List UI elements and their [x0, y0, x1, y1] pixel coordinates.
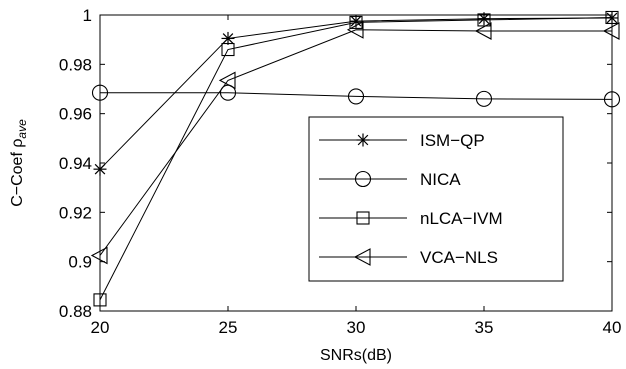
series-line: [100, 92, 613, 100]
x-axis-ticks: 20 25 30 35 40: [91, 15, 622, 337]
x-tick-label: 40: [603, 318, 622, 337]
legend-items: ISM−QP NICA nLCA−IVM VCA−NLS: [319, 131, 503, 267]
data-point: [221, 31, 235, 45]
y-tick-label: 0.9: [68, 253, 92, 272]
y-tick-label: 0.94: [59, 154, 92, 173]
legend-label: ISM−QP: [420, 131, 485, 150]
data-point: [93, 293, 107, 307]
data-point: [346, 20, 364, 39]
legend-label: VCA−NLS: [420, 248, 498, 267]
legend-item: ISM−QP: [319, 131, 485, 150]
data-point: [218, 71, 236, 90]
legend-marker: [356, 211, 370, 225]
data-point: [221, 42, 235, 57]
y-tick-label: 0.88: [59, 302, 92, 321]
data-point: [477, 13, 491, 27]
y-axis-label: C−Coef ρave: [9, 119, 29, 207]
data-point: [605, 10, 619, 25]
series-3: [90, 20, 620, 265]
legend-label: NICA: [420, 170, 461, 189]
y-axis-label-subscript: ave: [15, 119, 29, 139]
y-axis-ticks: 0.88 0.9 0.92 0.94 0.96 0.98 1: [59, 6, 612, 321]
legend-item: nLCA−IVM: [319, 209, 503, 228]
y-tick-label: 0.98: [59, 55, 92, 74]
legend-marker: [353, 248, 371, 266]
legend: ISM−QP NICA nLCA−IVM VCA−NLS: [308, 116, 564, 282]
legend-label: nLCA−IVM: [420, 209, 503, 228]
data-point: [475, 90, 493, 107]
y-tick-label: 0.92: [59, 203, 92, 222]
legend-marker: [354, 170, 372, 188]
data-point: [91, 84, 109, 101]
x-tick-label: 25: [219, 318, 238, 337]
legend-box: [308, 116, 564, 282]
x-tick-label: 30: [347, 318, 366, 337]
data-point: [90, 246, 108, 265]
data-point: [474, 22, 492, 40]
data-point: [347, 88, 365, 105]
y-tick-label: 1: [83, 6, 92, 25]
series-layer: [90, 10, 621, 307]
x-axis-label: SNRs(dB): [320, 347, 392, 364]
series-line: [99, 29, 612, 256]
y-tick-label: 0.96: [59, 105, 92, 124]
series-2: [93, 10, 619, 307]
series-line: [99, 16, 613, 301]
x-tick-label: 20: [91, 318, 110, 337]
data-point: [93, 162, 107, 176]
data-point: [602, 22, 620, 40]
y-axis-label-main: C−Coef ρ: [9, 139, 26, 207]
data-point: [603, 91, 621, 108]
legend-marker: [356, 133, 370, 147]
legend-item: VCA−NLS: [319, 248, 498, 267]
x-tick-label: 35: [475, 318, 494, 337]
legend-item: NICA: [319, 170, 461, 189]
